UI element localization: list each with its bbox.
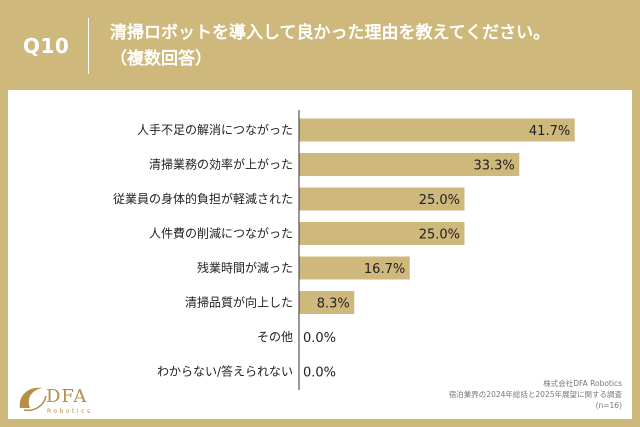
source-sample-size: (n=16) [595,401,622,410]
header: Q10 清掃ロボットを導入して良かった理由を教えてください。 （複数回答） [0,0,640,90]
bar [299,291,355,314]
bar-chart: 人手不足の解消につながった 41.7% 清掃業務の効率が上がった 33.3% 従業員の身… [113,110,575,390]
value-label: 25.0% [419,228,460,243]
category-label: 人件費の削減につながった [149,226,293,241]
value-label: 8.3% [317,297,350,312]
bar [299,222,465,245]
value-label: 41.7% [529,124,570,139]
source-company: 株式会社DFA Robotics [543,379,622,388]
header-divider [88,18,89,74]
bar [299,256,410,280]
category-label: その他 [257,330,293,344]
question-line-1: 清掃ロボットを導入して良かった理由を教えてください。 [110,23,551,43]
chart-panel: 人手不足の解消につながった 41.7% 清掃業務の効率が上がった 33.3% 従業員の身… [8,90,632,419]
value-label: 0.0% [303,331,336,346]
bar [299,153,520,176]
category-label: 人手不足の解消につながった [137,122,293,137]
question-text: 清掃ロボットを導入して良かった理由を教えてください。 （複数回答） [110,20,620,72]
category-label: わからない/答えられない [157,364,293,379]
value-label: 33.3% [473,159,514,174]
question-number: Q10 [23,34,70,58]
logo-subtitle: Robotics [47,408,93,415]
bar [299,118,575,142]
category-label: 従業員の身体的負担が軽減された [113,191,293,206]
value-label: 16.7% [364,262,405,277]
source-note: 株式会社DFA Robotics 宿泊業界の2024年総括と2025年展望に関す… [449,378,622,411]
bar [299,187,465,211]
category-label: 残業時間が減った [197,260,293,275]
value-label: 0.0% [303,366,336,381]
dfa-logo-mark [19,387,47,412]
question-line-2: （複数回答） [110,49,212,69]
value-label: 25.0% [419,193,460,208]
category-label: 清掃品質が向上した [185,295,293,310]
logo-text: DFA [46,386,88,407]
category-label: 清掃業務の効率が上がった [149,157,293,172]
source-survey: 宿泊業界の2024年総括と2025年展望に関する調査 [448,390,622,399]
